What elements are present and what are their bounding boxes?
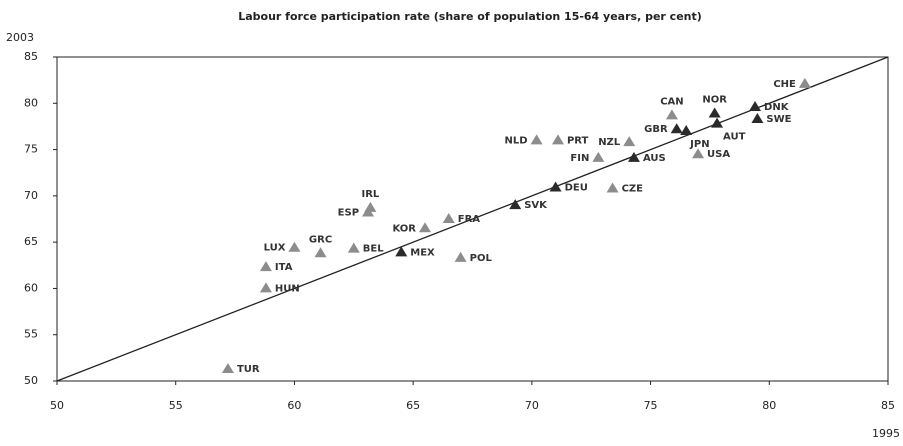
point-label: FIN — [570, 153, 589, 164]
point-label: DNK — [764, 102, 790, 113]
point — [592, 151, 605, 162]
point-label: SWE — [766, 114, 791, 125]
point — [665, 109, 678, 120]
point-label: NLD — [505, 135, 528, 146]
point-label: FRA — [458, 214, 481, 225]
point — [259, 261, 272, 272]
point-label: GRC — [309, 234, 332, 245]
y-tick-label: 70 — [24, 189, 38, 202]
point — [347, 242, 360, 253]
point — [395, 246, 408, 257]
x-tick-label: 85 — [881, 399, 895, 412]
point — [708, 107, 721, 118]
y-tick-label: 65 — [24, 235, 38, 248]
chart-title: Labour force participation rate (share o… — [238, 10, 702, 23]
point-label: CZE — [622, 183, 644, 194]
point — [711, 117, 724, 128]
point — [692, 148, 705, 159]
diagonal-line — [56, 56, 889, 382]
point — [670, 123, 683, 134]
point — [749, 100, 762, 111]
point-label: SVK — [524, 200, 548, 211]
point — [623, 136, 636, 147]
x-tick-label: 65 — [406, 399, 420, 412]
point-label: IRL — [362, 189, 380, 200]
point-label: GBR — [644, 124, 668, 135]
point — [627, 151, 640, 162]
point — [288, 241, 301, 252]
x-tick-label: 80 — [762, 399, 776, 412]
point — [362, 206, 375, 217]
point-label: NZL — [598, 137, 621, 148]
y-axis-label: 2003 — [6, 31, 34, 44]
point-label: CAN — [660, 96, 683, 107]
point — [419, 222, 432, 233]
point-label: AUT — [723, 132, 746, 143]
point — [259, 282, 272, 293]
point-label: LUX — [264, 243, 286, 254]
point — [549, 181, 562, 192]
point-label: CHE — [773, 79, 796, 90]
point — [442, 213, 455, 223]
point-label: ITA — [275, 262, 293, 273]
point — [551, 134, 564, 145]
point-label: HUN — [275, 283, 300, 294]
point-label: JPN — [689, 139, 709, 150]
y-tick-label: 85 — [24, 50, 38, 63]
point-label: KOR — [392, 223, 416, 234]
point-label: TUR — [237, 364, 260, 375]
point-label: AUS — [643, 153, 666, 164]
x-tick-label: 70 — [525, 399, 539, 412]
plot-frame — [56, 56, 889, 382]
x-tick-label: 60 — [287, 399, 301, 412]
x-axis-label: 1995 — [872, 427, 900, 440]
y-tick-label: 55 — [24, 328, 38, 341]
point — [680, 125, 693, 136]
x-tick-label: 55 — [169, 399, 183, 412]
y-tick-label: 60 — [24, 281, 38, 294]
x-tick-label: 75 — [644, 399, 658, 412]
x-tick-label: 50 — [50, 399, 64, 412]
point — [221, 362, 234, 373]
point-label: ESP — [338, 208, 359, 219]
point-label: NOR — [702, 94, 727, 105]
point — [454, 251, 467, 262]
point — [530, 134, 543, 145]
point — [314, 247, 327, 258]
point-label: MEX — [410, 247, 435, 258]
y-tick-label: 50 — [24, 374, 38, 387]
point — [509, 199, 522, 210]
point-label: POL — [470, 253, 493, 264]
point-label: DEU — [565, 183, 588, 194]
point-label: USA — [707, 149, 730, 160]
point-label: BEL — [363, 244, 384, 255]
point-label: PRT — [567, 135, 589, 146]
point — [798, 77, 811, 88]
point — [606, 182, 619, 193]
y-tick-label: 75 — [24, 143, 38, 156]
y-tick-label: 80 — [24, 96, 38, 109]
point — [751, 113, 764, 124]
